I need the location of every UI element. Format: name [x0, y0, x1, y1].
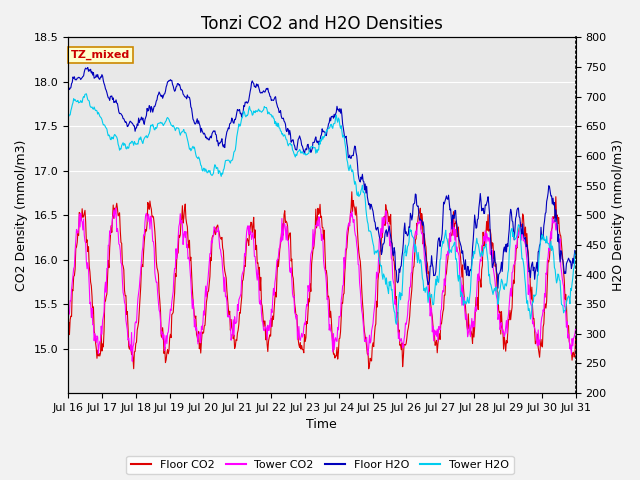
Floor H2O	[126, 118, 134, 124]
Tower H2O	[205, 168, 212, 173]
Tower CO2	[74, 229, 81, 235]
Tower CO2	[112, 205, 120, 211]
Line: Floor H2O: Floor H2O	[68, 68, 575, 288]
Tower H2O	[83, 91, 90, 96]
Floor CO2	[385, 219, 392, 225]
Floor CO2	[64, 342, 72, 348]
Floor H2O	[572, 252, 579, 258]
Floor CO2	[365, 366, 372, 372]
Legend: Floor CO2, Tower CO2, Floor H2O, Tower H2O: Floor CO2, Tower CO2, Floor H2O, Tower H…	[126, 456, 514, 474]
Tower CO2	[205, 261, 213, 266]
Tower CO2	[572, 326, 579, 332]
Tower CO2	[399, 343, 407, 349]
Floor CO2	[348, 189, 356, 195]
Title: Tonzi CO2 and H2O Densities: Tonzi CO2 and H2O Densities	[201, 15, 443, 33]
Tower H2O	[126, 140, 134, 146]
Y-axis label: CO2 Density (mmol/m3): CO2 Density (mmol/m3)	[15, 140, 28, 291]
Tower CO2	[179, 221, 186, 227]
Floor CO2	[204, 289, 212, 295]
Tower H2O	[572, 249, 579, 254]
Floor CO2	[177, 219, 185, 225]
Floor H2O	[74, 75, 81, 81]
Tower H2O	[392, 321, 400, 327]
Tower H2O	[384, 287, 392, 292]
Tower CO2	[385, 226, 392, 232]
Floor H2O	[178, 87, 186, 93]
Floor CO2	[572, 336, 579, 341]
Text: TZ_mixed: TZ_mixed	[70, 50, 130, 60]
Line: Floor CO2: Floor CO2	[68, 192, 575, 369]
X-axis label: Time: Time	[307, 419, 337, 432]
Floor H2O	[205, 137, 212, 143]
Tower H2O	[178, 129, 186, 135]
Line: Tower CO2: Tower CO2	[68, 208, 575, 361]
Tower CO2	[129, 359, 136, 364]
Tower CO2	[126, 343, 134, 349]
Floor CO2	[74, 240, 81, 245]
Floor CO2	[399, 354, 407, 360]
Tower H2O	[74, 98, 81, 104]
Floor H2O	[399, 249, 406, 254]
Floor H2O	[64, 85, 72, 91]
Floor H2O	[84, 65, 92, 71]
Line: Tower H2O: Tower H2O	[68, 94, 575, 324]
Y-axis label: H2O Density (mmol/m3): H2O Density (mmol/m3)	[612, 139, 625, 291]
Tower CO2	[64, 318, 72, 324]
Floor CO2	[125, 346, 133, 352]
Floor H2O	[384, 229, 392, 235]
Floor H2O	[494, 285, 502, 291]
Tower H2O	[399, 263, 407, 268]
Tower H2O	[64, 113, 72, 119]
